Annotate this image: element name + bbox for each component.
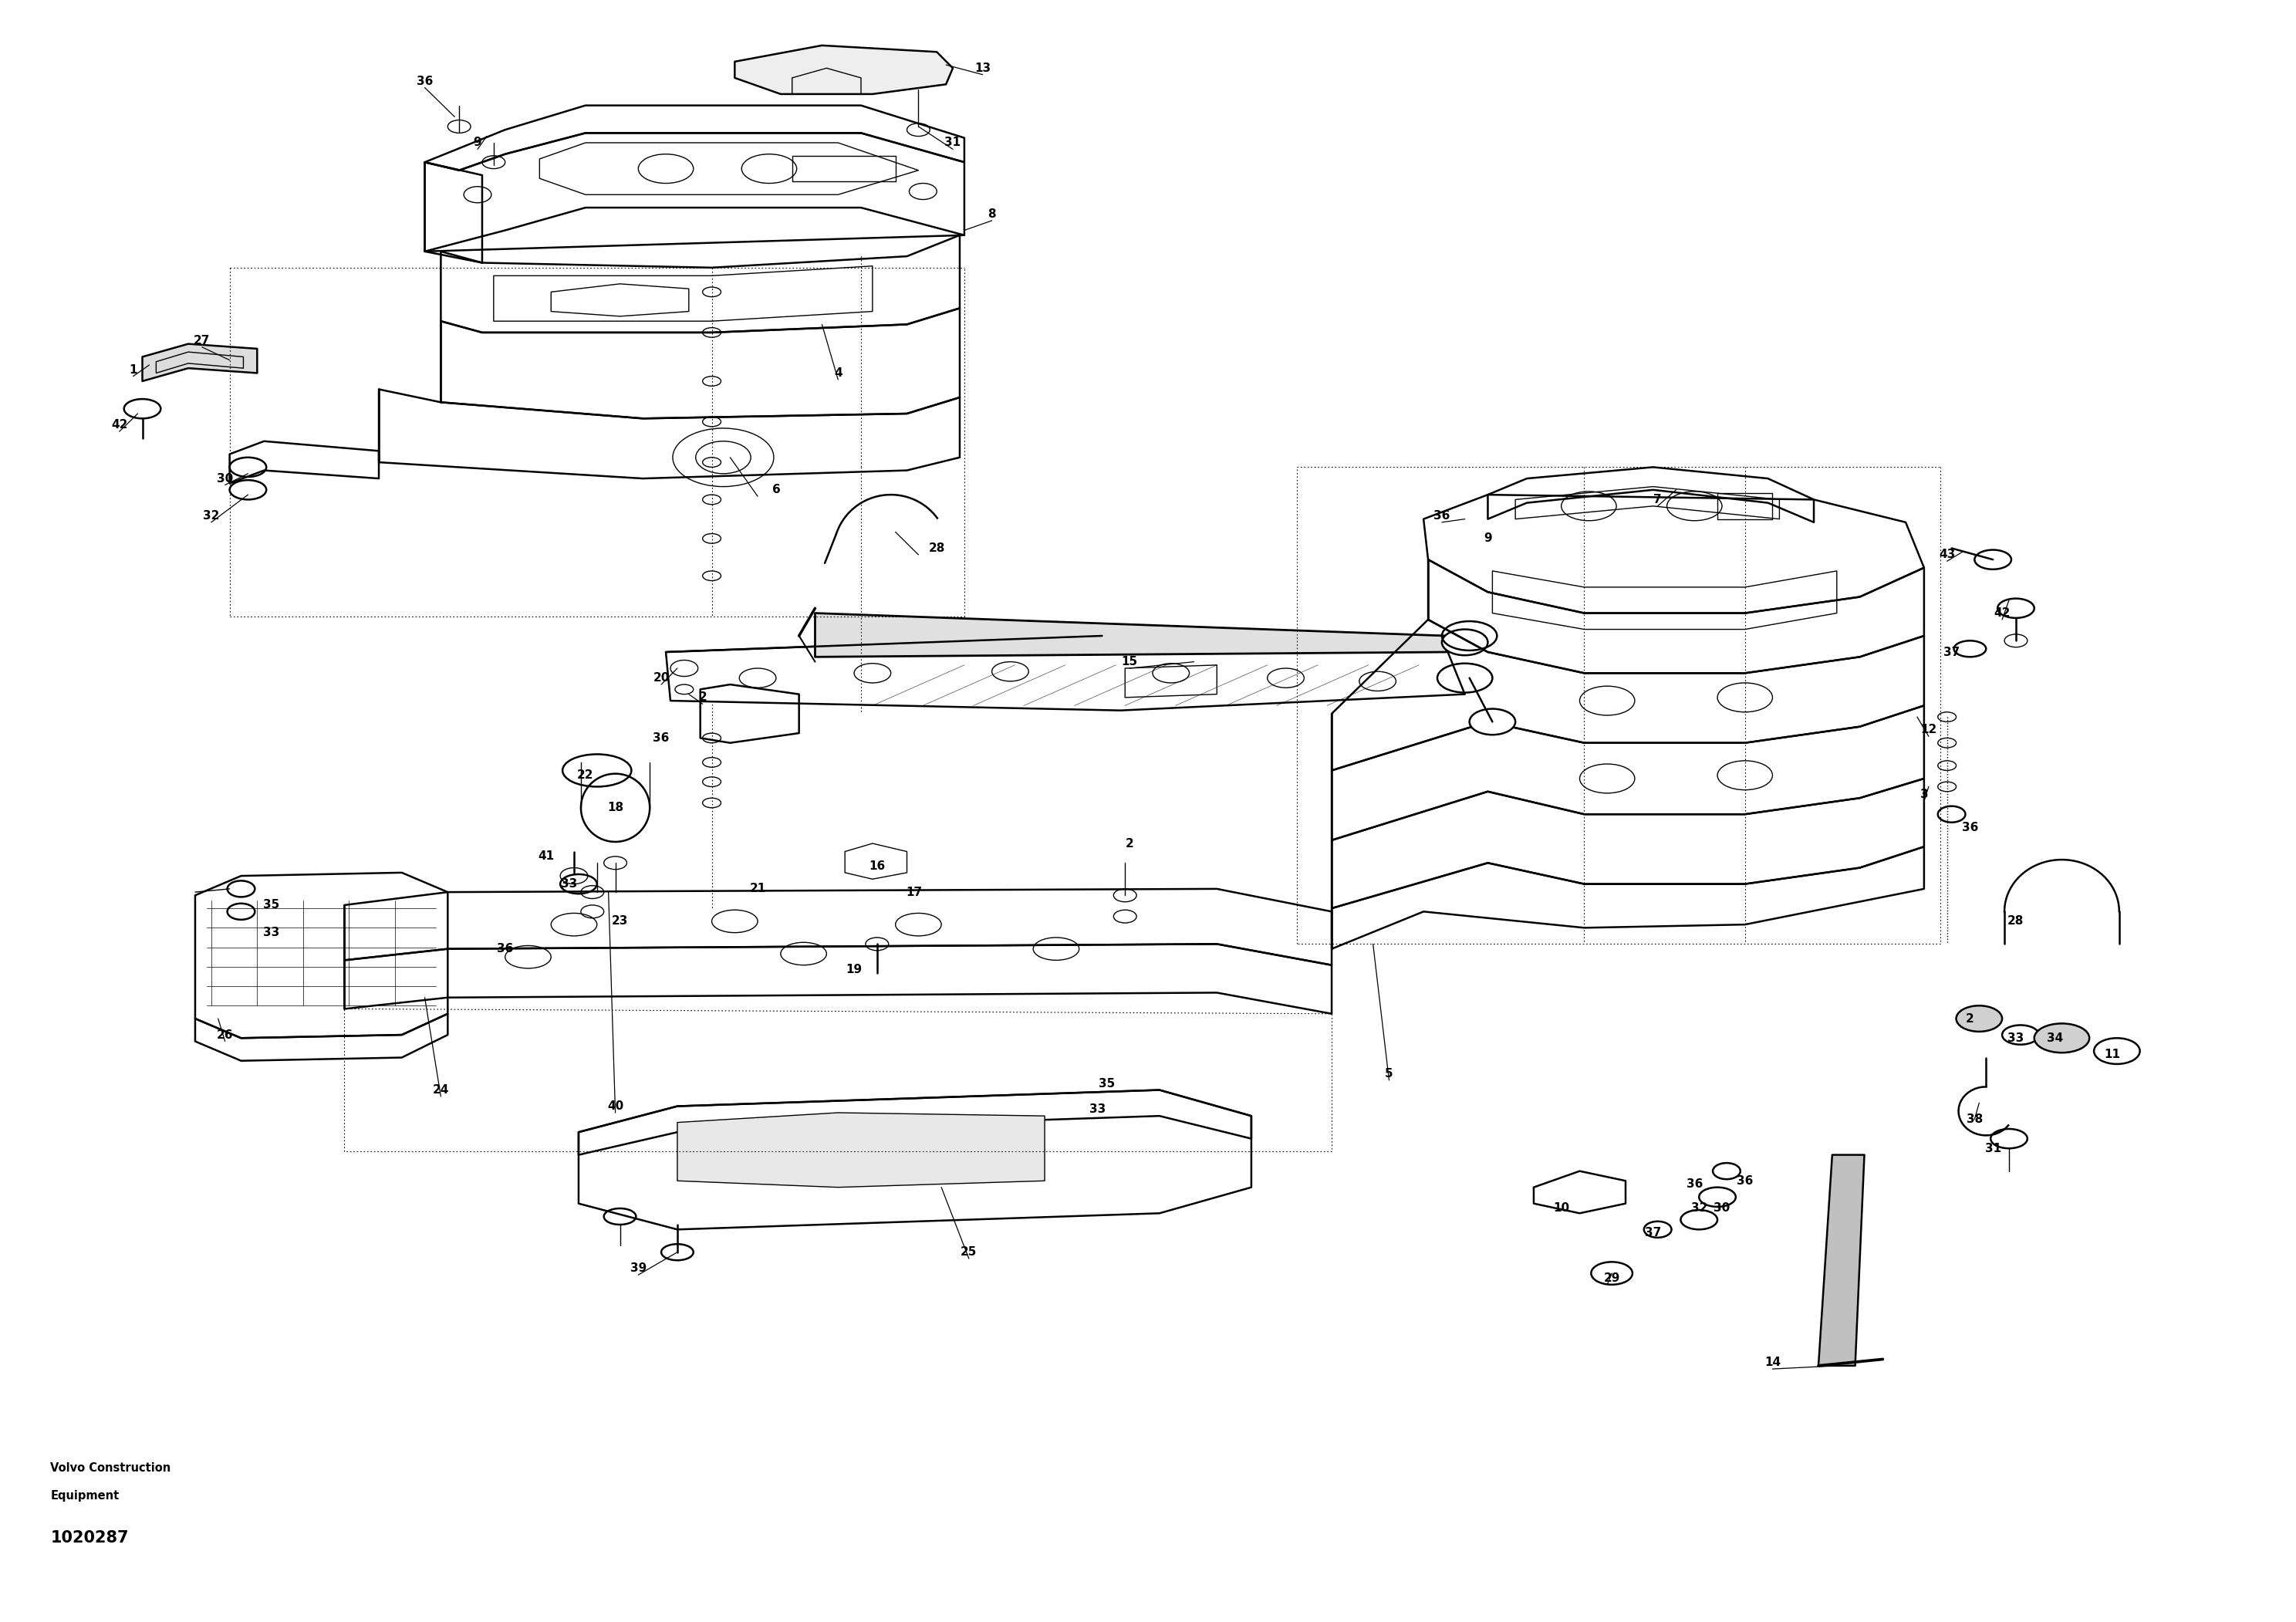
Text: 37: 37	[1644, 1226, 1662, 1239]
Text: 20: 20	[652, 672, 670, 684]
Text: 10: 10	[1552, 1202, 1570, 1215]
Text: 2: 2	[1125, 837, 1134, 850]
Text: 23: 23	[611, 915, 629, 928]
Text: 39: 39	[629, 1262, 647, 1275]
Text: 30: 30	[216, 472, 234, 485]
Text: 6: 6	[771, 483, 781, 496]
Text: 38: 38	[1965, 1113, 1984, 1126]
Text: 15: 15	[1120, 655, 1139, 668]
Text: 41: 41	[537, 850, 556, 863]
Text: 40: 40	[606, 1100, 625, 1113]
Text: 30: 30	[1713, 1202, 1731, 1215]
Text: 22: 22	[576, 769, 595, 782]
Text: 14: 14	[1763, 1356, 1782, 1369]
Ellipse shape	[2034, 1023, 2089, 1053]
Text: 13: 13	[974, 62, 992, 75]
Polygon shape	[735, 45, 953, 94]
Text: 1: 1	[129, 363, 138, 376]
Text: 1020287: 1020287	[51, 1530, 129, 1546]
Text: 4: 4	[833, 367, 843, 380]
Polygon shape	[1818, 1155, 1864, 1366]
Text: 5: 5	[1384, 1067, 1394, 1080]
Polygon shape	[815, 613, 1446, 657]
Text: 36: 36	[496, 942, 514, 955]
Text: 9: 9	[473, 136, 482, 149]
Text: 36: 36	[1961, 821, 1979, 834]
Text: 27: 27	[193, 334, 211, 347]
Polygon shape	[142, 344, 257, 381]
Text: 34: 34	[2046, 1032, 2064, 1045]
Text: 26: 26	[216, 1028, 234, 1041]
Text: 12: 12	[1919, 723, 1938, 736]
Text: 42: 42	[110, 418, 129, 431]
Text: 33: 33	[2007, 1032, 2025, 1045]
Text: 19: 19	[845, 963, 863, 976]
Ellipse shape	[1956, 1006, 2002, 1032]
Text: 43: 43	[1938, 548, 1956, 561]
Text: 35: 35	[262, 899, 280, 912]
Text: 31: 31	[1984, 1142, 2002, 1155]
Text: 33: 33	[262, 926, 280, 939]
Text: 11: 11	[2103, 1048, 2122, 1061]
Polygon shape	[677, 1113, 1045, 1187]
Text: 17: 17	[905, 886, 923, 899]
Text: 36: 36	[1685, 1178, 1704, 1191]
Ellipse shape	[1469, 709, 1515, 735]
Text: 8: 8	[987, 208, 996, 221]
Text: 2: 2	[698, 691, 707, 704]
Text: 36: 36	[1736, 1174, 1754, 1187]
Text: 16: 16	[868, 860, 886, 873]
Text: 21: 21	[748, 882, 767, 895]
Text: 42: 42	[1993, 607, 2011, 620]
Text: 28: 28	[928, 542, 946, 555]
Text: 9: 9	[1483, 532, 1492, 545]
Text: Volvo Construction: Volvo Construction	[51, 1461, 172, 1474]
Text: 28: 28	[2007, 915, 2025, 928]
Text: 2: 2	[1965, 1012, 1975, 1025]
Text: 29: 29	[1603, 1272, 1621, 1285]
Text: 24: 24	[432, 1083, 450, 1096]
Text: 18: 18	[606, 801, 625, 814]
Ellipse shape	[1442, 629, 1488, 655]
Text: 3: 3	[1919, 788, 1929, 801]
Text: 31: 31	[944, 136, 962, 149]
Text: 36: 36	[652, 732, 670, 744]
Text: 36: 36	[416, 75, 434, 88]
Text: 25: 25	[960, 1246, 978, 1259]
Text: 37: 37	[1942, 646, 1961, 659]
Text: Equipment: Equipment	[51, 1489, 119, 1502]
Text: 33: 33	[1088, 1103, 1107, 1116]
Text: 36: 36	[1433, 509, 1451, 522]
Text: 33: 33	[560, 878, 579, 890]
Text: 35: 35	[1097, 1077, 1116, 1090]
Text: 32: 32	[202, 509, 220, 522]
Text: 7: 7	[1653, 493, 1662, 506]
Text: 32: 32	[1690, 1202, 1708, 1215]
